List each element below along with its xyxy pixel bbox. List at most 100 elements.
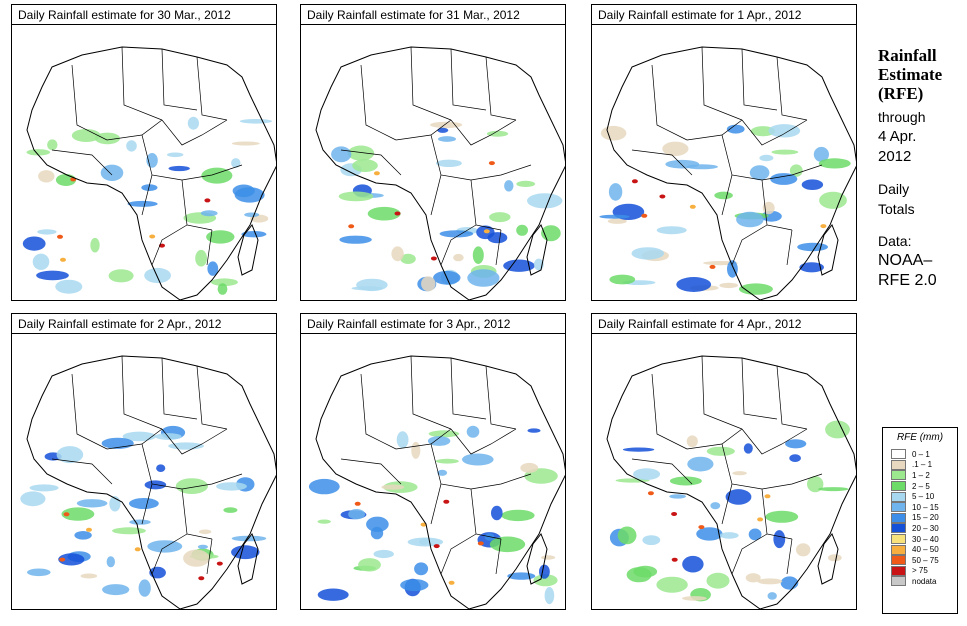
rainfall-patch bbox=[210, 278, 238, 286]
rainfall-patch bbox=[331, 146, 352, 163]
legend-swatch bbox=[891, 576, 906, 587]
rainfall-patch bbox=[656, 226, 687, 235]
africa-coastline bbox=[315, 46, 565, 300]
rainfall-patch bbox=[56, 446, 84, 464]
rainfall-patch bbox=[796, 543, 811, 557]
country-border bbox=[141, 483, 153, 525]
rainfall-patch bbox=[231, 141, 260, 146]
heavy-rain-patch bbox=[820, 224, 827, 229]
heavy-rain-patch bbox=[764, 494, 771, 499]
country-border bbox=[701, 355, 743, 430]
heavy-rain-patch bbox=[689, 204, 696, 209]
country-border bbox=[430, 483, 442, 525]
heavy-rain-patch bbox=[757, 517, 764, 522]
legend-item: 40 – 50 bbox=[891, 544, 957, 555]
africa-coastline bbox=[606, 355, 856, 609]
legend-swatch bbox=[891, 523, 906, 534]
rainfall-patch bbox=[22, 236, 46, 251]
heavy-rain-patch bbox=[641, 213, 648, 218]
africa-coastline bbox=[315, 355, 565, 609]
country-border bbox=[151, 224, 188, 266]
legend-item: > 75 bbox=[891, 565, 957, 577]
rainfall-patch bbox=[358, 558, 381, 572]
rainfall-patch bbox=[745, 573, 761, 583]
rainfall-patch bbox=[533, 574, 558, 587]
country-border bbox=[631, 458, 693, 485]
heavy-rain-patch bbox=[698, 525, 705, 530]
rainfall-patch bbox=[241, 231, 267, 238]
rainfall-patch bbox=[757, 578, 783, 585]
heavy-rain-patch bbox=[59, 557, 66, 562]
rainfall-patch bbox=[466, 425, 480, 438]
heavy-rain-patch bbox=[86, 527, 92, 532]
legend-label: 40 – 50 bbox=[912, 545, 939, 555]
heavy-rain-patch bbox=[430, 256, 437, 261]
country-border bbox=[340, 149, 402, 176]
rainfall-patch bbox=[411, 441, 421, 459]
rainfall-patch bbox=[100, 164, 124, 181]
legend-swatch bbox=[891, 565, 906, 576]
legend-label: 20 – 30 bbox=[912, 523, 939, 533]
rainfall-patch bbox=[541, 555, 556, 560]
rainfall-patch bbox=[813, 146, 829, 162]
rainfall-patch bbox=[669, 494, 686, 499]
rainfall-patch bbox=[750, 126, 776, 137]
rainfall-patch bbox=[797, 242, 828, 252]
rainfall-patch bbox=[825, 420, 850, 439]
country-border bbox=[161, 357, 198, 420]
rainfall-patch bbox=[147, 540, 183, 553]
rainfall-patch bbox=[706, 572, 730, 589]
rainfall-patch bbox=[706, 446, 735, 456]
rainfall-patch bbox=[608, 183, 623, 201]
legend-item: nodata bbox=[891, 576, 957, 587]
rainfall-patch bbox=[80, 573, 98, 579]
rainfall-patch bbox=[818, 487, 849, 492]
africa-map bbox=[315, 46, 565, 300]
map-panel: Daily Rainfall estimate for 2 Apr., 2012 bbox=[11, 313, 277, 610]
rainfall-patch bbox=[396, 431, 409, 449]
rainfall-patch bbox=[58, 553, 85, 566]
country-border bbox=[786, 538, 793, 575]
legend-label: 5 – 10 bbox=[912, 492, 935, 502]
rainfall-patch bbox=[427, 436, 451, 446]
source-line-1: NOAA– bbox=[878, 252, 933, 269]
country-border bbox=[360, 373, 397, 450]
country-border bbox=[761, 473, 823, 490]
rainfall-patch bbox=[527, 193, 563, 209]
rainfall-patch bbox=[206, 230, 235, 244]
panel-title: Daily Rainfall estimate for 3 Apr., 2012 bbox=[301, 314, 565, 334]
map-panel: Daily Rainfall estimate for 31 Mar., 201… bbox=[300, 4, 566, 301]
heavy-rain-patch bbox=[488, 161, 495, 166]
rainfall-patch bbox=[453, 253, 464, 262]
rainfall-patch bbox=[770, 173, 798, 185]
rainfall-patch bbox=[47, 139, 58, 151]
legend-label: 0 – 1 bbox=[912, 449, 930, 459]
country-border bbox=[495, 538, 502, 575]
legend-item: 20 – 30 bbox=[891, 523, 957, 534]
africa-map bbox=[20, 355, 276, 609]
panel-title: Daily Rainfall estimate for 2 Apr., 2012 bbox=[12, 314, 276, 334]
legend-item: 2 – 5 bbox=[891, 481, 957, 492]
rainfall-patch bbox=[71, 129, 101, 142]
rainfall-patch bbox=[738, 283, 773, 295]
rainfall-patch bbox=[819, 191, 847, 209]
source-line-2: RFE 2.0 bbox=[878, 272, 937, 289]
rainfall-patch bbox=[503, 259, 535, 272]
africa-coastline bbox=[606, 46, 856, 300]
rainfall-patch bbox=[467, 269, 500, 287]
madagascar-coastline bbox=[237, 224, 259, 276]
rainfall-patch bbox=[642, 535, 661, 545]
rainfall-patch bbox=[138, 579, 151, 597]
country-border bbox=[196, 365, 228, 430]
rainfall-patch bbox=[338, 191, 374, 202]
country-border bbox=[141, 174, 153, 216]
panel-title: Daily Rainfall estimate for 31 Mar., 201… bbox=[301, 5, 565, 25]
heavy-rain-patch bbox=[57, 234, 63, 239]
panel-title: Daily Rainfall estimate for 4 Apr., 2012 bbox=[592, 314, 856, 334]
rainfall-patch bbox=[539, 564, 550, 579]
country-border bbox=[470, 473, 532, 490]
country-border bbox=[51, 149, 113, 176]
rainfall-patch bbox=[231, 158, 241, 168]
country-border bbox=[470, 179, 502, 231]
rainfall-patch bbox=[682, 555, 704, 573]
